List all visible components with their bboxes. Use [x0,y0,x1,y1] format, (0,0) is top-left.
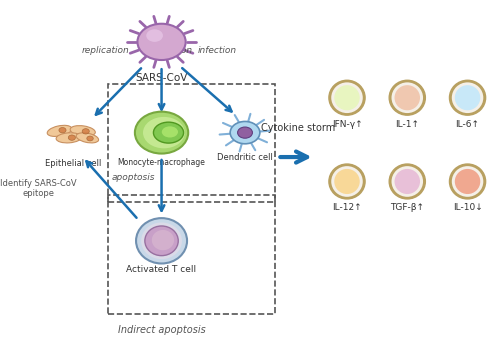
Circle shape [138,24,186,60]
Ellipse shape [141,223,182,259]
Text: apoptosis: apoptosis [112,173,156,183]
Ellipse shape [331,166,363,197]
Circle shape [238,127,252,138]
Text: Epithelial cell: Epithelial cell [46,159,102,168]
Text: infection: infection [154,46,192,55]
Text: IL-1↑: IL-1↑ [396,120,419,129]
Circle shape [87,136,94,141]
Ellipse shape [394,169,420,194]
Text: Indirect apoptosis: Indirect apoptosis [118,325,206,335]
Ellipse shape [152,230,174,250]
Ellipse shape [450,80,486,115]
Ellipse shape [392,82,423,113]
Text: SARS-CoV: SARS-CoV [136,73,188,83]
Ellipse shape [331,82,363,113]
Ellipse shape [47,125,72,136]
Text: TGF-β↑: TGF-β↑ [390,203,424,213]
Ellipse shape [162,126,178,138]
Ellipse shape [329,80,365,115]
Ellipse shape [70,126,96,136]
Ellipse shape [334,169,360,194]
Text: Dendritic cell: Dendritic cell [217,153,273,162]
Ellipse shape [76,133,98,143]
Text: Identify SARS-CoV
epitope: Identify SARS-CoV epitope [0,179,77,198]
Ellipse shape [389,80,426,115]
Text: Activated T cell: Activated T cell [126,265,196,274]
Circle shape [59,127,66,133]
Text: IFN-γ↑: IFN-γ↑ [332,120,362,129]
Ellipse shape [455,85,480,110]
Ellipse shape [450,164,486,199]
Text: IL-12↑: IL-12↑ [332,203,362,213]
Text: IL-6↑: IL-6↑ [456,120,479,129]
Ellipse shape [145,226,178,255]
Ellipse shape [452,82,484,113]
Ellipse shape [392,166,423,197]
Circle shape [230,121,260,144]
Text: replication: replication [82,46,130,55]
Ellipse shape [56,133,82,143]
Text: Monocyte-macrophage: Monocyte-macrophage [118,158,206,167]
Ellipse shape [143,117,184,148]
Ellipse shape [452,166,484,197]
Ellipse shape [329,164,365,199]
Ellipse shape [394,85,420,110]
Ellipse shape [389,164,426,199]
Ellipse shape [135,112,188,154]
Circle shape [68,135,75,140]
Text: IL-10↓: IL-10↓ [452,203,482,213]
Circle shape [146,29,163,42]
Ellipse shape [455,169,480,194]
Ellipse shape [154,122,184,143]
Ellipse shape [136,218,187,263]
Text: infection: infection [198,46,237,55]
Text: Cytokine storm: Cytokine storm [261,122,336,133]
Circle shape [82,129,90,134]
Ellipse shape [334,85,360,110]
